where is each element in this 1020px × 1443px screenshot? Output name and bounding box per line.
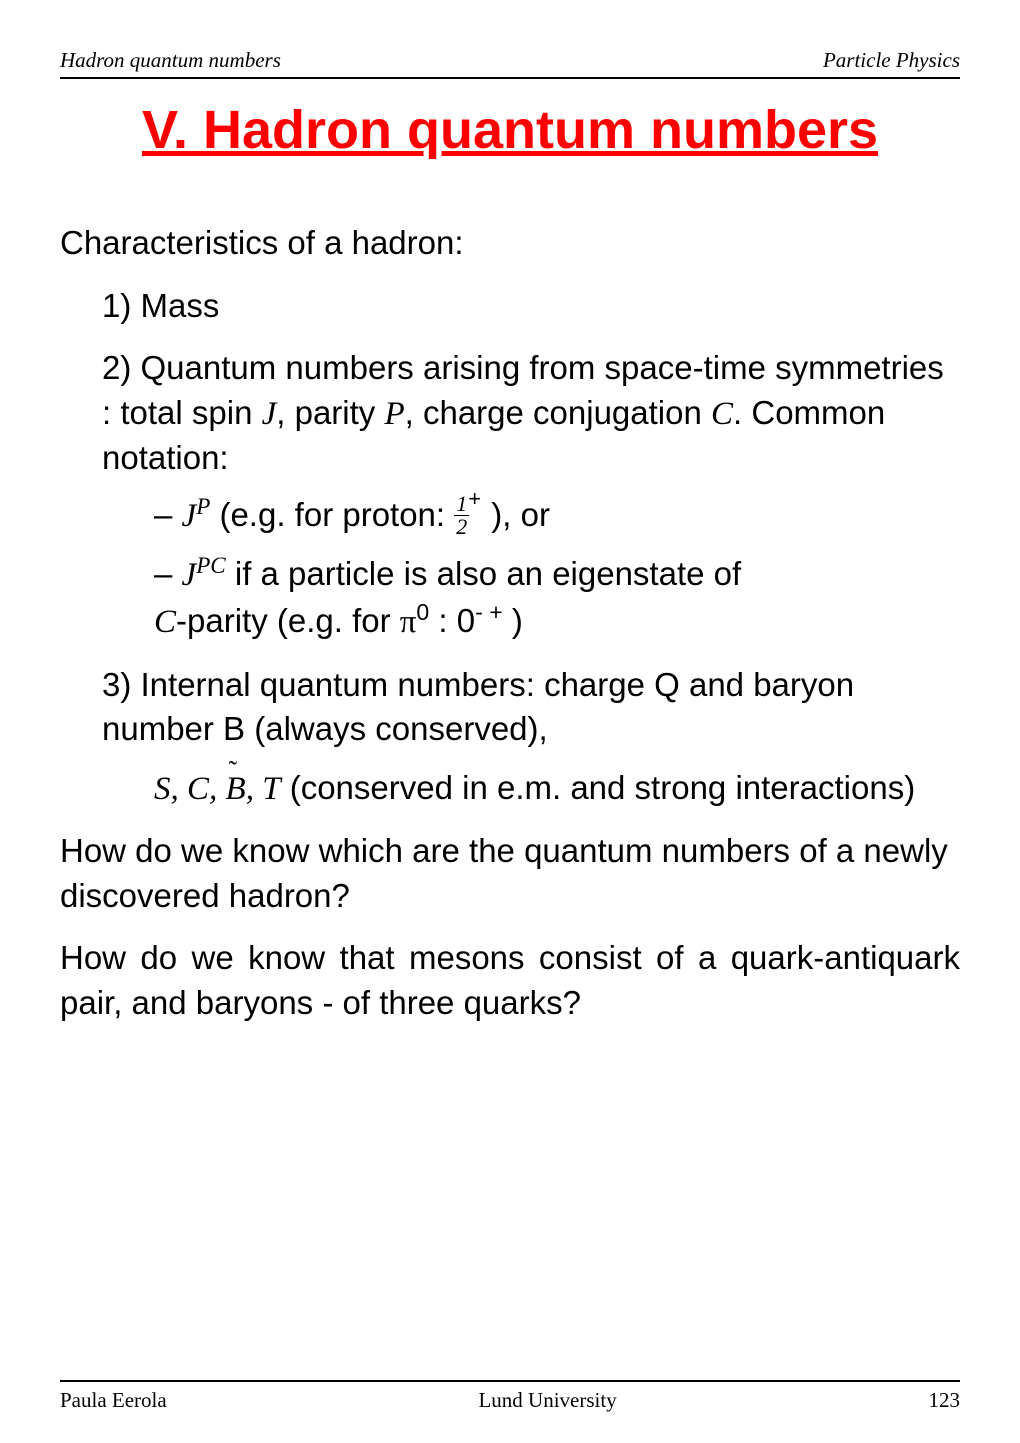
item-quantum-numbers: 2) Quantum numbers arising from space-ti…	[102, 346, 960, 645]
frac-half: 12+	[454, 492, 482, 540]
colon: : 0	[429, 602, 475, 639]
dash-2: –	[154, 555, 182, 592]
pi-symbol: π	[400, 604, 417, 640]
var-btilde: ˜B	[226, 767, 246, 812]
jp-p: P	[196, 493, 210, 519]
i3-vars-line: S, C, ˜B, T (conserved in e.m. and stron…	[102, 766, 960, 812]
question-1: How do we know which are the quantum num…	[60, 829, 960, 918]
i2-mid1: , parity	[276, 394, 384, 431]
footer-page: 123	[929, 1388, 961, 1413]
jpc-line2: C-parity (e.g. for π0 : 0- + )	[154, 597, 960, 645]
sep3: ,	[246, 771, 263, 807]
i3-end: (conserved in e.m. and strong interactio…	[281, 769, 916, 806]
question-2: How do we know that mesons consist of a …	[60, 936, 960, 1025]
jpc-close: )	[503, 602, 523, 639]
jp-j: J	[182, 498, 197, 534]
sub-jpc: – JPC if a particle is also an eigenstat…	[102, 550, 960, 645]
var-c2: C	[187, 771, 209, 807]
pi-sup: 0	[416, 599, 429, 625]
tilde-mark: ˜	[229, 753, 238, 788]
page-header: Hadron quantum numbers Particle Physics	[60, 48, 960, 79]
var-p: P	[384, 396, 404, 432]
header-left: Hadron quantum numbers	[60, 48, 281, 73]
c-parity-c: C	[154, 604, 176, 640]
var-c: C	[711, 396, 733, 432]
content: Characteristics of a hadron: 1) Mass 2) …	[60, 221, 960, 1025]
i3-text: 3) Internal quantum numbers: charge Q an…	[102, 666, 854, 748]
var-s: S	[154, 771, 171, 807]
sep2: ,	[209, 771, 226, 807]
jp-mid: (e.g. for proton:	[210, 496, 454, 533]
var-j: J	[262, 396, 277, 432]
zero-mp: - +	[475, 599, 503, 625]
page-title: V. Hadron quantum numbers	[60, 99, 960, 161]
intro-text: Characteristics of a hadron:	[60, 221, 960, 266]
header-right: Particle Physics	[823, 48, 960, 73]
footer-author: Paula Eerola	[60, 1388, 167, 1413]
jp-end: ), or	[482, 496, 550, 533]
dash-1: –	[154, 496, 182, 533]
jpc-j: J	[182, 557, 197, 593]
jpc-pc: PC	[196, 552, 226, 578]
i2-mid2: , charge conjugation	[405, 394, 711, 431]
item-mass: 1) Mass	[102, 284, 960, 329]
page-footer: Paula Eerola Lund University 123	[60, 1380, 960, 1413]
var-t: T	[262, 771, 280, 807]
frac-den: 2	[454, 516, 469, 538]
sep1: ,	[171, 771, 188, 807]
c-parity-text: -parity (e.g. for	[176, 602, 400, 639]
frac-sup: +	[468, 486, 481, 511]
item-internal: 3) Internal quantum numbers: charge Q an…	[102, 663, 960, 812]
characteristics-list: 1) Mass 2) Quantum numbers arising from …	[60, 284, 960, 812]
footer-uni: Lund University	[478, 1388, 616, 1413]
jpc-mid: if a particle is also an eigenstate of	[226, 555, 741, 592]
sub-jp: – JP (e.g. for proton: 12+ ), or	[102, 491, 960, 540]
